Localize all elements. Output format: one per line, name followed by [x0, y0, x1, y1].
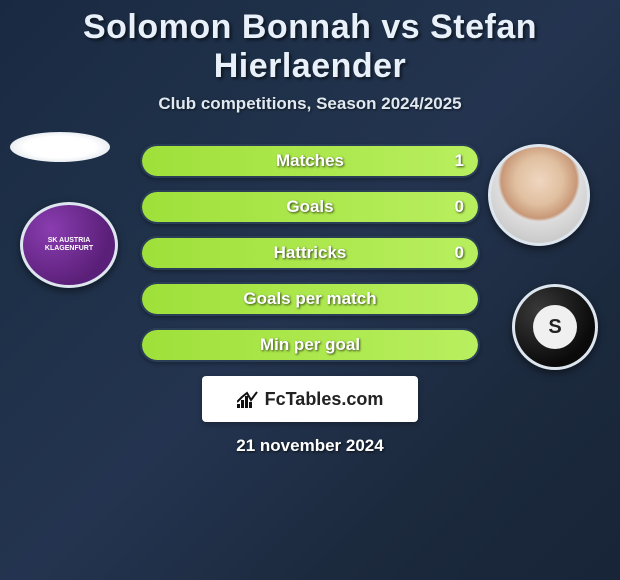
player2-club-badge: S — [512, 284, 598, 370]
player1-photo — [10, 132, 110, 162]
stat-row: Matches1 — [140, 144, 480, 178]
stat-rows: Matches1Goals0Hattricks0Goals per matchM… — [140, 144, 480, 362]
page-title: Solomon Bonnah vs Stefan Hierlaender — [0, 0, 620, 90]
stat-row: Goals per match — [140, 282, 480, 316]
player1-club-label: SK AUSTRIA KLAGENFURT — [23, 237, 115, 252]
comparison-area: SK AUSTRIA KLAGENFURT S Matches1Goals0Ha… — [0, 144, 620, 362]
player2-photo — [488, 144, 590, 246]
branding-text: FcTables.com — [265, 389, 384, 410]
branding-badge: FcTables.com — [202, 376, 418, 422]
stat-row: Hattricks0 — [140, 236, 480, 270]
player2-club-inner: S — [533, 305, 577, 349]
stat-label: Hattricks — [142, 238, 478, 268]
stat-row: Goals0 — [140, 190, 480, 224]
stat-label: Matches — [142, 146, 478, 176]
stat-row: Min per goal — [140, 328, 480, 362]
snapshot-date: 21 november 2024 — [0, 422, 620, 470]
stat-label: Min per goal — [142, 330, 478, 360]
chart-icon — [237, 390, 259, 408]
player1-club-badge: SK AUSTRIA KLAGENFURT — [20, 202, 118, 288]
stat-label: Goals per match — [142, 284, 478, 314]
stat-value-right: 0 — [455, 238, 464, 268]
stat-value-right: 1 — [455, 146, 464, 176]
stat-value-right: 0 — [455, 192, 464, 222]
stat-label: Goals — [142, 192, 478, 222]
page-subtitle: Club competitions, Season 2024/2025 — [0, 90, 620, 132]
